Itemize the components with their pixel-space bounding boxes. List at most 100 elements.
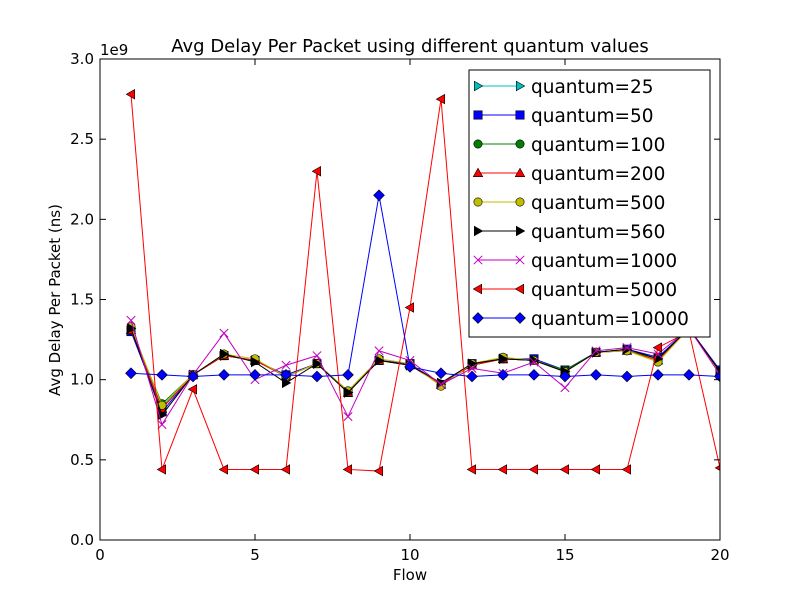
data-point (683, 369, 695, 381)
series-line (130, 327, 720, 416)
data-point (342, 369, 354, 381)
legend-entry: quantum=1000 (473, 251, 677, 272)
data-point (157, 420, 167, 430)
data-point (497, 369, 509, 381)
data-point (467, 363, 477, 373)
data-point (156, 464, 166, 475)
legend-entry: quantum=200 (472, 164, 665, 185)
x-tick-label: 0 (95, 546, 105, 564)
data-point (220, 348, 230, 360)
x-tick-label: 5 (250, 546, 260, 564)
data-point (560, 383, 570, 393)
legend-marker (514, 283, 525, 295)
data-point (652, 342, 663, 353)
legend-marker (473, 139, 483, 149)
data-point (373, 189, 385, 202)
data-point (466, 370, 478, 383)
data-point (249, 464, 260, 475)
y-tick-label: 0.0 (70, 531, 94, 549)
legend-marker (473, 197, 483, 207)
plot-series-group (125, 89, 720, 477)
y-tick-label: 0.5 (70, 451, 94, 469)
y-axis-title: Avg Delay Per Packet (ns) (46, 204, 64, 396)
data-point (529, 357, 539, 367)
data-point (187, 370, 199, 383)
y-tick-label: 2.0 (70, 210, 94, 228)
data-point (219, 328, 229, 338)
data-point (652, 369, 664, 381)
legend-entry: quantum=50 (473, 106, 654, 127)
legend-entry: quantum=25 (473, 77, 654, 98)
data-point (218, 464, 228, 475)
data-point (312, 358, 323, 369)
legend-label: quantum=25 (531, 77, 654, 98)
legend-entry: quantum=500 (473, 193, 665, 214)
legend-marker (515, 225, 526, 237)
legend-marker (472, 167, 484, 177)
data-point (435, 367, 447, 380)
legend-label: quantum=10000 (531, 309, 689, 330)
data-point (343, 411, 353, 422)
data-point (218, 369, 230, 381)
legend-entry: quantum=10000 (472, 309, 689, 330)
data-point (342, 464, 353, 475)
x-tick-label: 10 (400, 546, 419, 564)
legend-entry: quantum=100 (473, 135, 665, 156)
legend-marker (472, 312, 484, 324)
legend: quantum=25 quantum=50 quantum=100 quantum=2… (468, 69, 711, 338)
data-point (404, 361, 416, 373)
data-point (405, 355, 415, 365)
data-point (311, 166, 322, 177)
data-point (156, 369, 168, 381)
data-point (126, 315, 136, 325)
series-line (130, 326, 720, 407)
legend-marker (473, 225, 484, 237)
legend-marker (515, 80, 526, 92)
data-point (249, 369, 261, 381)
data-point (435, 93, 446, 105)
legend-label: quantum=1000 (531, 251, 677, 272)
legend-marker (514, 312, 526, 324)
data-point (714, 370, 720, 383)
data-point (559, 370, 571, 383)
data-point (280, 369, 292, 381)
legend-marker (473, 110, 483, 120)
data-point (466, 464, 477, 475)
series-quantum-10000 (125, 189, 720, 383)
data-point (312, 351, 322, 361)
legend-marker (515, 110, 525, 120)
data-point (528, 369, 540, 381)
legend-label: quantum=5000 (531, 280, 677, 301)
legend-marker (515, 139, 525, 149)
legend-label: quantum=500 (531, 193, 665, 214)
data-point (621, 464, 632, 475)
data-point (125, 89, 135, 100)
data-point (497, 464, 508, 475)
data-point (373, 465, 384, 477)
legend-label: quantum=200 (531, 164, 665, 185)
legend-label: quantum=560 (531, 222, 665, 243)
legend-label: quantum=50 (531, 106, 654, 127)
data-point (125, 367, 137, 380)
data-point (281, 377, 292, 389)
y-tick-label: 1.0 (70, 371, 94, 389)
series-quantum-5000 (125, 89, 720, 477)
y-tick-label: 3.0 (70, 50, 94, 68)
data-point (374, 355, 385, 366)
data-point (157, 400, 167, 410)
data-point (281, 360, 291, 370)
x-axis-title: Flow (393, 566, 427, 584)
x-tick-label: 20 (710, 546, 729, 564)
plot-area (125, 89, 720, 477)
axes: 0 5 10 15 20 0.0 0.5 1.0 1.5 2.0 2.5 3.0 (70, 50, 729, 564)
series-line (130, 320, 720, 426)
legend-entry: quantum=5000 (472, 280, 677, 301)
legend-entry: quantum=560 (473, 222, 665, 243)
data-point (559, 464, 570, 475)
y-tick-label: 2.5 (70, 130, 94, 148)
data-point (622, 343, 632, 353)
data-point (653, 353, 664, 365)
data-point (251, 356, 261, 368)
data-point (374, 346, 384, 356)
